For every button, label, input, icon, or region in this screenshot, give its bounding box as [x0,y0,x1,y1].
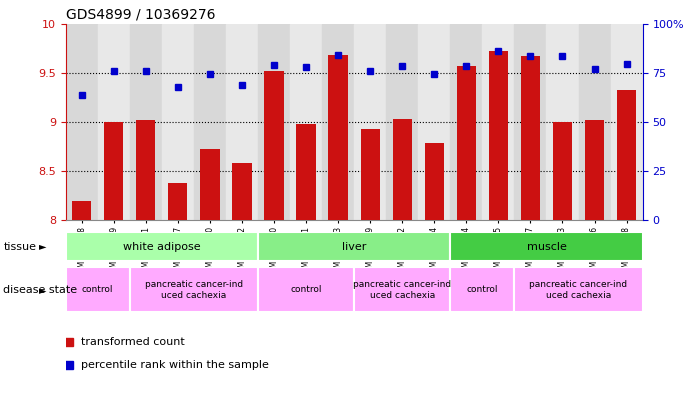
Bar [232,163,252,220]
Bar [66,232,258,261]
Text: disease state: disease state [3,285,77,295]
Bar [97,24,130,220]
Bar [521,56,540,220]
Bar [418,24,451,220]
Bar [451,24,482,220]
Bar [611,24,643,220]
Text: percentile rank within the sample: percentile rank within the sample [81,360,269,371]
Bar [130,24,162,220]
Text: transformed count: transformed count [81,337,185,347]
Text: muscle: muscle [527,242,567,252]
Bar [489,51,508,220]
Text: ►: ► [39,242,46,252]
Bar [354,267,451,312]
Bar [66,24,97,220]
Text: control: control [466,285,498,294]
Text: ►: ► [39,285,46,295]
Text: liver: liver [342,242,366,252]
Bar [553,122,572,220]
Bar [514,24,547,220]
Bar [162,24,194,220]
Bar [386,24,418,220]
Bar [258,232,451,261]
Bar [514,267,643,312]
Bar [547,24,578,220]
Bar [265,71,283,220]
Bar [72,202,91,220]
Text: GDS4899 / 10369276: GDS4899 / 10369276 [66,7,215,21]
Bar [328,55,348,220]
Bar [194,24,226,220]
Text: tissue: tissue [3,242,37,252]
Bar [425,143,444,220]
Bar [258,24,290,220]
Bar [168,183,187,220]
Text: control: control [82,285,113,294]
Text: white adipose: white adipose [123,242,200,252]
Text: pancreatic cancer-ind
uced cachexia: pancreatic cancer-ind uced cachexia [353,280,451,299]
Bar [296,124,316,220]
Bar [104,122,123,220]
Bar [457,66,476,220]
Bar [392,119,412,220]
Bar [130,267,258,312]
Bar [66,267,130,312]
Bar [578,24,611,220]
Bar [290,24,322,220]
Bar [617,90,636,220]
Bar [226,24,258,220]
Text: pancreatic cancer-ind
uced cachexia: pancreatic cancer-ind uced cachexia [529,280,627,299]
Bar [258,267,354,312]
Bar [354,24,386,220]
Bar [361,129,380,220]
Bar [451,267,514,312]
Bar [482,24,514,220]
Text: control: control [290,285,322,294]
Text: pancreatic cancer-ind
uced cachexia: pancreatic cancer-ind uced cachexia [145,280,243,299]
Bar [322,24,354,220]
Bar [200,149,220,220]
Bar [451,232,643,261]
Bar [585,120,604,220]
Bar [136,120,155,220]
